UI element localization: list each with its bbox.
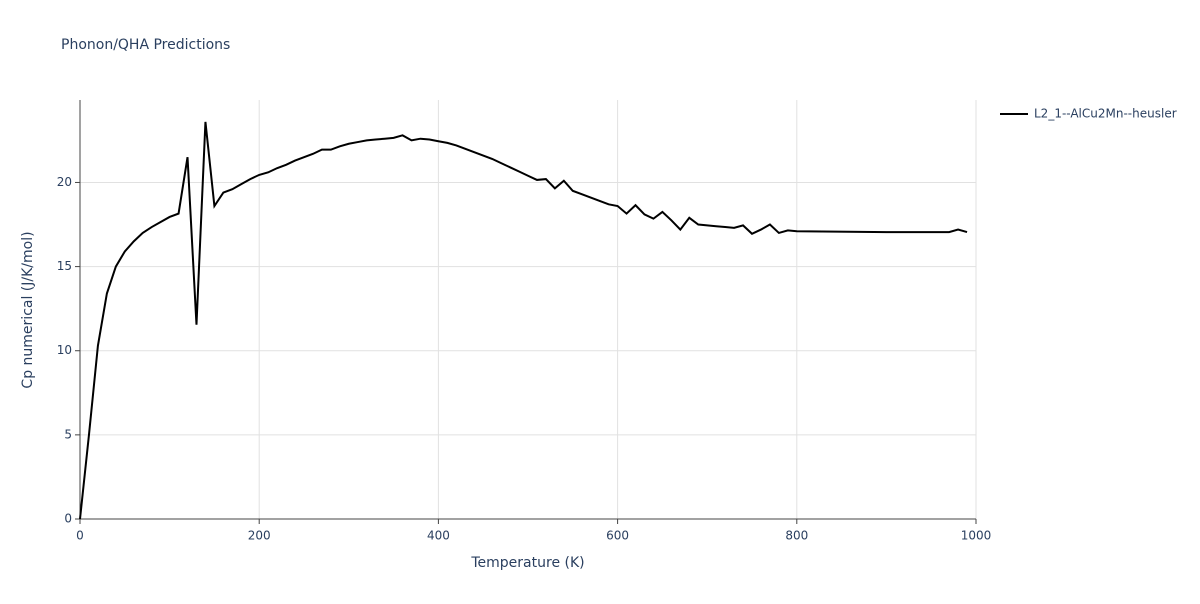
y-tick-label: 5 [64, 427, 72, 441]
x-axis-title: Temperature (K) [470, 555, 584, 571]
x-tick-label: 600 [606, 529, 629, 543]
x-tick-label: 800 [785, 529, 808, 543]
legend-label: L2_1--AlCu2Mn--heusler [1034, 107, 1177, 121]
x-tick-label: 1000 [961, 529, 992, 543]
data-line [79, 121, 968, 520]
x-tick-label: 0 [76, 529, 84, 543]
chart-title: Phonon/QHA Predictions [61, 37, 230, 53]
y-tick-label: 20 [57, 175, 72, 189]
y-tick-label: 10 [57, 343, 72, 357]
y-tick-label: 15 [57, 259, 72, 273]
y-axis-title: Cp numerical (J/K/mol) [20, 231, 36, 388]
y-tick-label: 0 [64, 512, 72, 526]
x-tick-label: 200 [248, 529, 271, 543]
x-tick-label: 400 [427, 529, 450, 543]
